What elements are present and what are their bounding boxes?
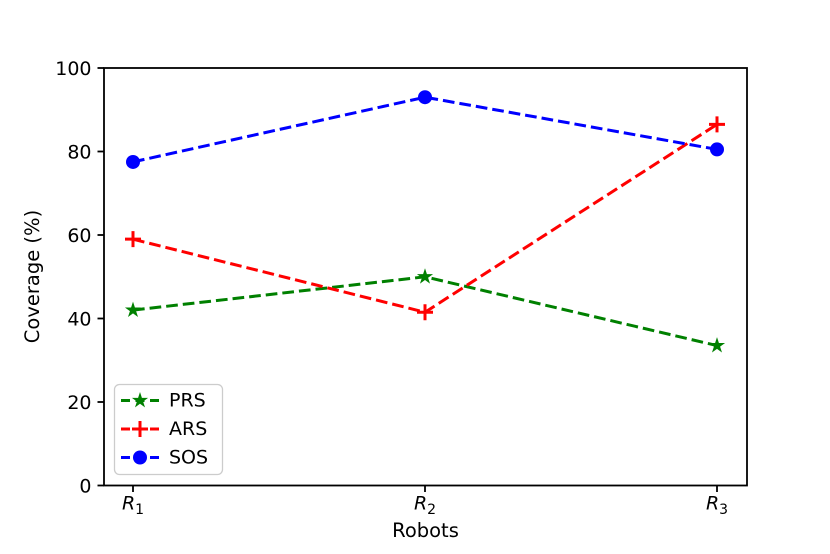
sos-circle-marker (418, 90, 432, 105)
y-tick-label: 60 (67, 225, 91, 247)
y-tick-label: 40 (67, 308, 91, 330)
y-tick-label: 80 (67, 141, 91, 163)
y-tick-label: 0 (79, 475, 91, 497)
y-tick-label: 100 (55, 58, 91, 80)
legend-sos-circle-marker (133, 450, 147, 465)
sos-line (132, 95, 718, 164)
y-axis-label: Coverage (%) (21, 210, 44, 343)
legend-label-sos: SOS (169, 447, 208, 469)
legend-prs-star-marker (131, 392, 149, 408)
legend-label-prs: PRS (169, 390, 206, 412)
x-tick-label: R2 (414, 493, 436, 519)
sos-circle-marker (126, 154, 140, 169)
ars-plus-marker (709, 116, 725, 133)
x-tick-label: R1 (122, 493, 144, 519)
x-tick-label: R3 (706, 493, 728, 519)
ars-plus-marker (417, 304, 433, 321)
ars-line (132, 123, 718, 314)
legend-ars-plus-marker (132, 421, 148, 437)
prs-star-marker (708, 337, 726, 353)
sos-circle-marker (710, 142, 724, 157)
legend-label-ars: ARS (169, 418, 207, 440)
y-tick-label: 20 (67, 392, 91, 414)
x-axis-label: Robots (392, 519, 459, 542)
ars-plus-marker (125, 231, 141, 248)
legend: PRS ARS SOS (113, 383, 224, 476)
prs-star-marker (124, 301, 142, 318)
prs-star-marker (416, 268, 434, 284)
plot-area: 0 20 40 60 80 100 R1 R2 R3 (55, 58, 748, 519)
